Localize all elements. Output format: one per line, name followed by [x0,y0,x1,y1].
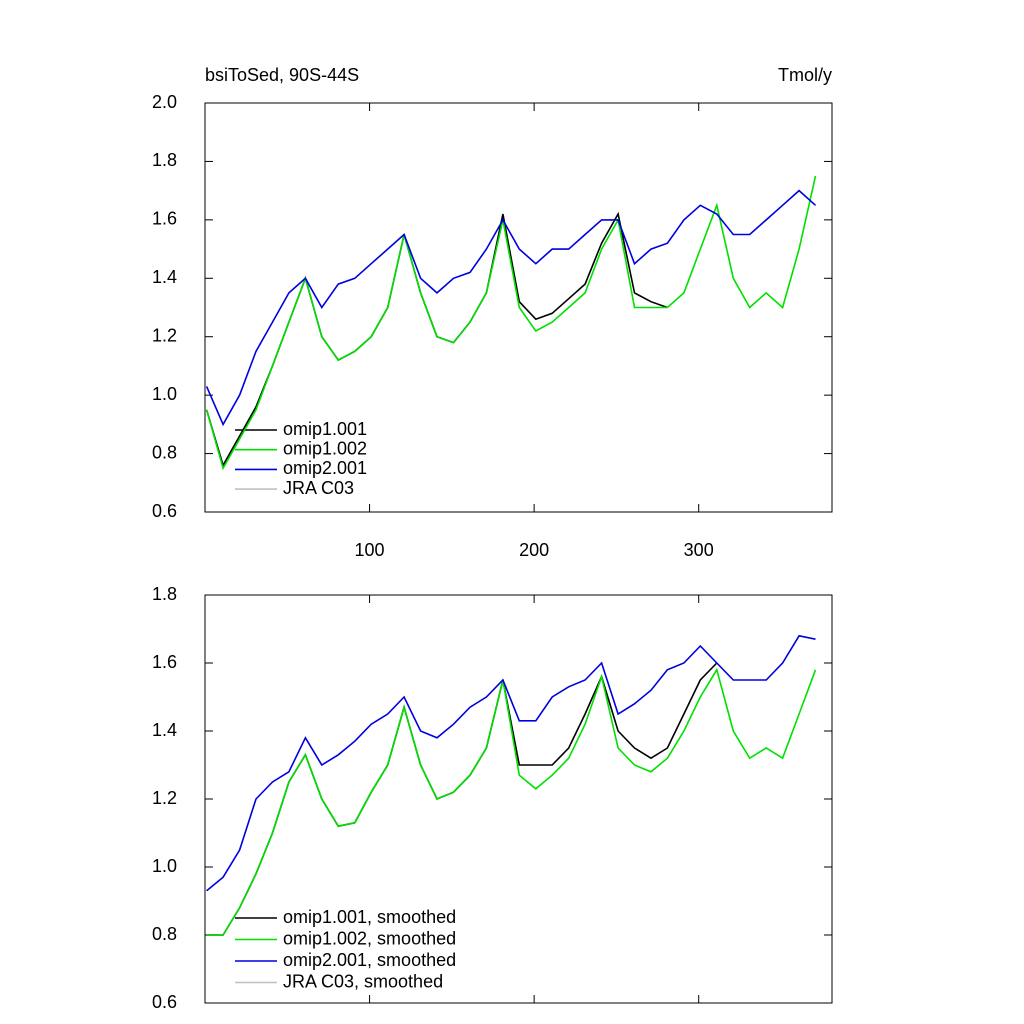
y-tick-label: 1.6 [152,652,177,672]
x-tick-label: 300 [684,540,714,560]
y-tick-label: 1.6 [152,209,177,229]
legend-label: omip2.001, smoothed [283,950,456,970]
x-tick-label: 200 [519,540,549,560]
y-tick-label: 1.4 [152,267,177,287]
data-line [205,211,668,468]
legend-label: omip1.001, smoothed [283,907,456,927]
x-tick-label: 100 [355,540,385,560]
y-tick-label: 1.0 [152,856,177,876]
legend-label: omip1.001 [283,419,367,439]
data-line [206,667,817,936]
y-tick-label: 0.8 [152,924,177,944]
y-tick-label: 1.0 [152,384,177,404]
chart-title: bsiToSed, 90S-44S [205,65,359,85]
plot-frame [204,102,833,513]
data-line [205,189,817,427]
legend-label: JRA C03 [283,478,354,498]
y-tick-label: 0.6 [152,501,177,521]
y-tick-label: 1.2 [152,788,177,808]
legend-label: JRA C03, smoothed [283,971,443,991]
legend-label: omip2.001 [283,458,367,478]
y-tick-label: 1.4 [152,720,177,740]
data-line [206,634,816,892]
units-label: Tmol/y [778,65,832,85]
y-tick-label: 1.8 [152,150,177,170]
y-tick-label: 1.2 [152,325,177,345]
y-tick-label: 0.6 [152,992,177,1012]
y-tick-label: 0.8 [152,442,177,462]
y-tick-label: 2.0 [152,92,177,112]
legend-label: omip1.002, smoothed [283,928,456,948]
y-tick-label: 1.8 [152,584,177,604]
legend-label: omip1.002 [283,438,367,458]
